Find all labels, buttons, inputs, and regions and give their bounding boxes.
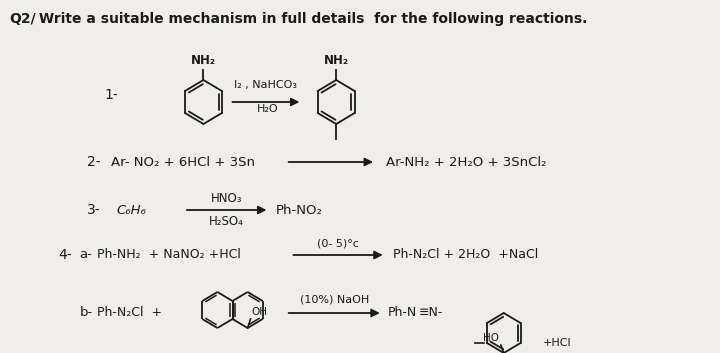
Text: ≡N-: ≡N-: [418, 306, 443, 319]
Text: NH₂: NH₂: [324, 54, 348, 67]
Text: H₂O: H₂O: [257, 104, 279, 114]
Text: HO: HO: [483, 333, 499, 343]
Text: +HCl: +HCl: [542, 338, 571, 348]
Text: b-: b-: [79, 306, 93, 319]
Text: Ph-NH₂  + NaNO₂ +HCl: Ph-NH₂ + NaNO₂ +HCl: [97, 249, 240, 262]
Text: a-: a-: [79, 249, 92, 262]
Text: 4-: 4-: [58, 248, 72, 262]
Text: Write a suitable mechanism in full details  for the following reactions.: Write a suitable mechanism in full detai…: [34, 12, 588, 26]
Text: Ar- NO₂ + 6HCl + 3Sn: Ar- NO₂ + 6HCl + 3Sn: [112, 156, 256, 168]
Text: Ar-NH₂ + 2H₂O + 3SnCl₂: Ar-NH₂ + 2H₂O + 3SnCl₂: [386, 156, 546, 168]
Text: I₂ , NaHCO₃: I₂ , NaHCO₃: [235, 80, 297, 90]
Text: (0- 5)°c: (0- 5)°c: [317, 239, 359, 249]
Text: HNO₃: HNO₃: [211, 192, 243, 205]
Text: Ph-N₂Cl + 2H₂O  +NaCl: Ph-N₂Cl + 2H₂O +NaCl: [393, 249, 539, 262]
Text: H₂SO₄: H₂SO₄: [210, 215, 244, 228]
Text: Ph-N₂Cl  +: Ph-N₂Cl +: [97, 306, 162, 319]
Text: 1-: 1-: [104, 88, 118, 102]
Text: NH₂: NH₂: [191, 54, 216, 67]
Text: OH: OH: [251, 307, 267, 317]
Text: 3-: 3-: [87, 203, 101, 217]
Text: Ph-NO₂: Ph-NO₂: [276, 203, 323, 216]
Text: (10%) NaOH: (10%) NaOH: [300, 295, 369, 305]
Text: C₆H₆: C₆H₆: [116, 203, 146, 216]
Text: 2-: 2-: [87, 155, 101, 169]
Text: Ph-N: Ph-N: [387, 306, 417, 319]
Text: Q2/: Q2/: [9, 12, 37, 26]
